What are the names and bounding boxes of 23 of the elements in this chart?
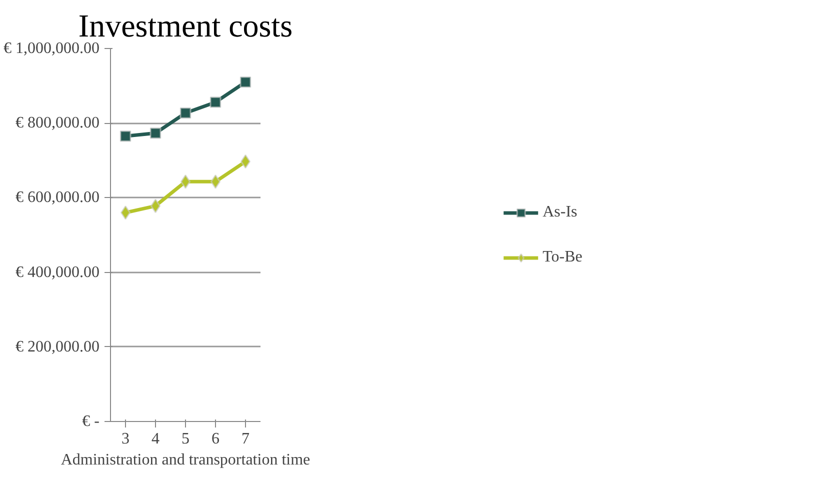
point xyxy=(240,154,251,169)
point xyxy=(210,96,222,108)
point xyxy=(150,198,161,214)
y-tick-label: € 600,000.00 xyxy=(16,189,100,206)
x-tick-label: 6 xyxy=(212,430,220,448)
y-tick-label: € 800,000.00 xyxy=(16,114,100,132)
point xyxy=(180,107,192,119)
x-tick-label: 5 xyxy=(182,430,190,448)
y-tick-label: € 200,000.00 xyxy=(16,338,100,356)
x-axis-title: Administration and transportation time xyxy=(60,452,310,468)
point xyxy=(210,174,221,189)
point xyxy=(240,76,252,88)
y-tick-label: € 400,000.00 xyxy=(16,264,100,281)
x-tick-label: 4 xyxy=(152,430,160,448)
legend-label: To-Be xyxy=(542,248,582,266)
point xyxy=(150,127,162,139)
y-tick-label: € - xyxy=(82,413,100,430)
point xyxy=(120,205,131,220)
legend-label: As-Is xyxy=(542,203,578,221)
x-tick-label: 7 xyxy=(242,430,250,448)
point xyxy=(180,174,191,189)
x-tick-label: 3 xyxy=(122,430,130,448)
point xyxy=(120,130,132,142)
